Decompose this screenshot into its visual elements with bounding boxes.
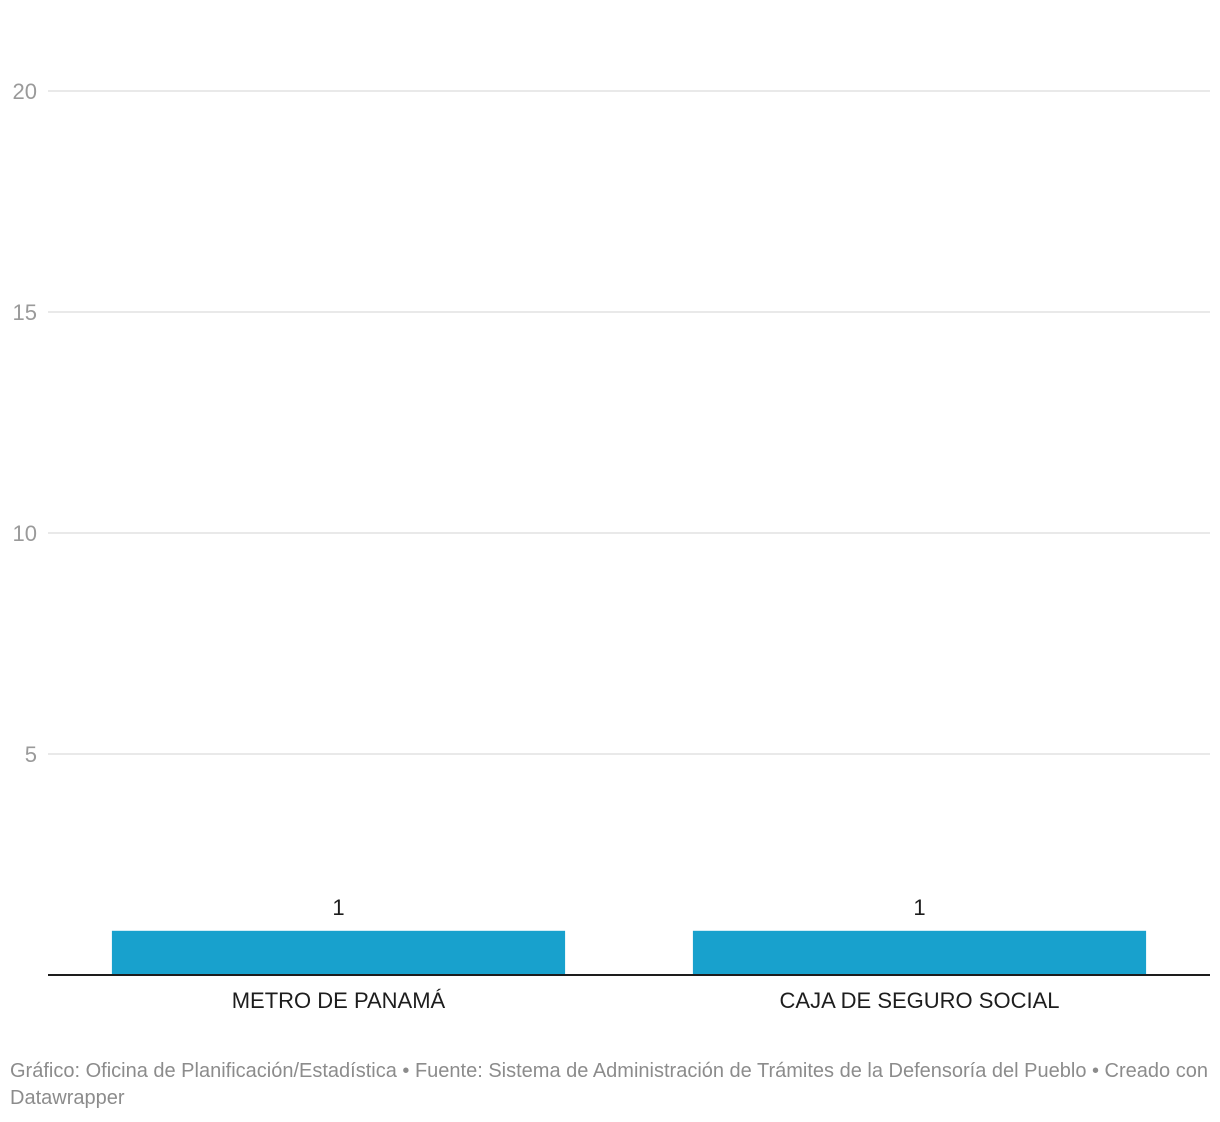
bar-value-label: 1	[332, 895, 344, 920]
gridlines	[48, 91, 1210, 754]
y-tick-label: 10	[13, 521, 37, 546]
y-tick-label: 5	[25, 742, 37, 767]
x-category-label: METRO DE PANAMÁ	[232, 988, 446, 1013]
x-category-label: CAJA DE SEGURO SOCIAL	[780, 988, 1060, 1013]
bar	[693, 931, 1146, 975]
chart-footer-credits: Gráfico: Oficina de Planificación/Estadí…	[10, 1058, 1210, 1112]
x-axis-category-labels: METRO DE PANAMÁ CAJA DE SEGURO SOCIAL	[232, 988, 1060, 1013]
bar-value-label: 1	[913, 895, 925, 920]
bar	[112, 931, 565, 975]
y-tick-label: 20	[13, 79, 37, 104]
bars	[112, 931, 1146, 975]
y-tick-label: 15	[13, 300, 37, 325]
y-axis-tick-labels: 5 10 15 20	[13, 79, 37, 767]
